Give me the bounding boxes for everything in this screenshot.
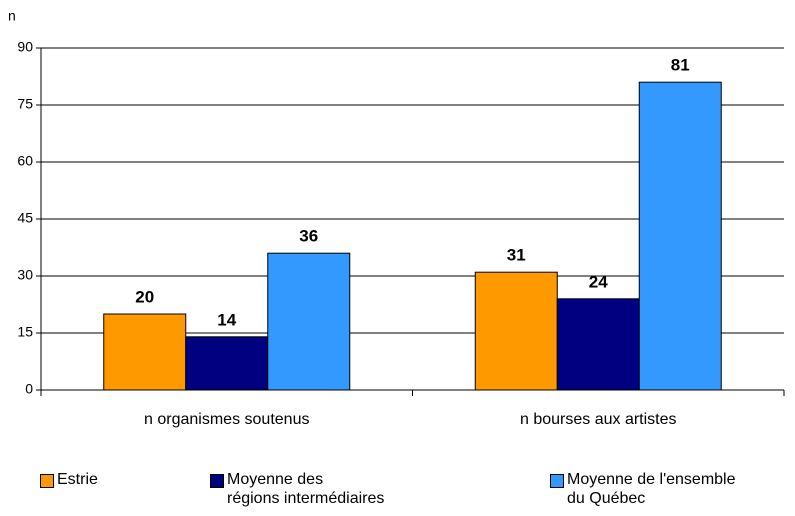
bar: [185, 336, 269, 391]
y-tick-label: 45: [17, 210, 33, 226]
y-tick-label: 60: [17, 153, 33, 169]
legend-label: Moyenne des régions intermédiaires: [227, 471, 385, 507]
x-tick-label: n organismes soutenus: [144, 411, 309, 428]
legend-swatch: [40, 474, 54, 488]
y-tick-label: 15: [17, 324, 33, 340]
bar: [103, 313, 187, 391]
bar: [638, 81, 722, 391]
data-label: 81: [671, 56, 690, 75]
data-label: 20: [135, 287, 154, 306]
legend-label: Estrie: [57, 471, 98, 488]
y-tick-label: 75: [17, 96, 33, 112]
data-label: 36: [299, 227, 318, 246]
x-tick-label: n bourses aux artistes: [520, 411, 677, 428]
y-axis-label: n: [8, 8, 16, 24]
data-label: 14: [217, 310, 236, 329]
bar: [556, 298, 640, 391]
bar: [267, 252, 351, 391]
data-label: 31: [507, 246, 526, 265]
data-label: 24: [589, 272, 608, 291]
legend-swatch: [210, 474, 224, 488]
y-tick-label: 30: [17, 267, 33, 283]
bar: [474, 271, 558, 391]
legend-label: Moyenne de l'ensemble du Québec: [567, 471, 736, 507]
y-tick-label: 0: [25, 381, 33, 397]
legend-swatch: [550, 474, 564, 488]
y-tick-label: 90: [17, 39, 33, 55]
